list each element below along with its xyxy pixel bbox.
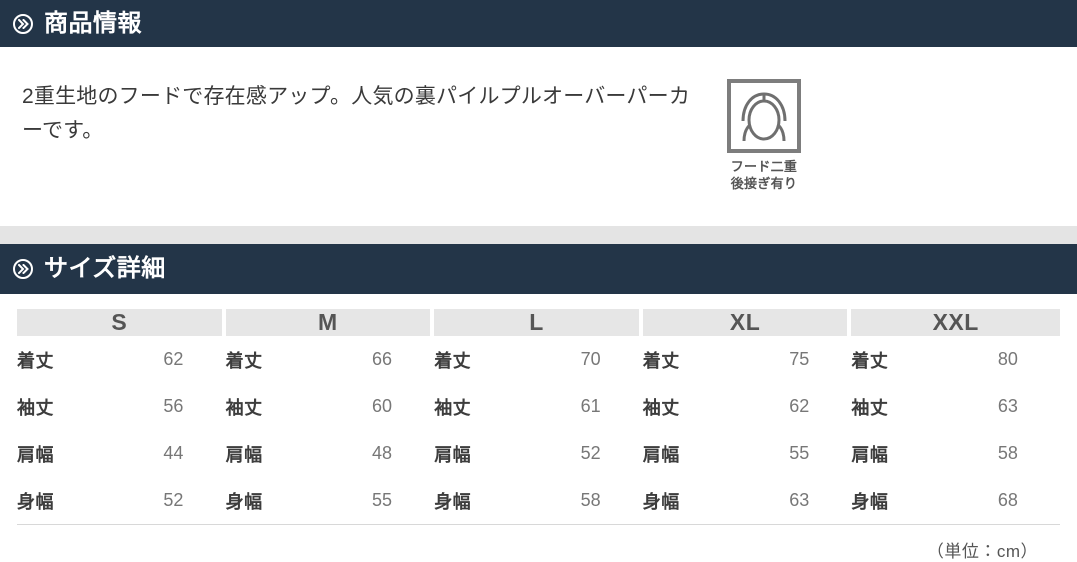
size-detail-title: サイズ詳細: [44, 255, 166, 282]
measure-value: 48: [372, 443, 393, 463]
size-table-header-row: S M L XL XXL: [17, 309, 1060, 336]
hood-double-layer-icon: [727, 79, 801, 153]
measure-value: 55: [329, 477, 435, 525]
chevron-double-right-icon: [13, 13, 33, 34]
measure-label: 袖丈: [434, 397, 472, 418]
product-description: 2重生地のフードで存在感アップ。人気の裏パイルプルオーバーパーカーです。: [22, 85, 691, 143]
chevron-double-right-icon: [13, 259, 33, 279]
size-column-header-s: S: [17, 309, 226, 336]
measure-value: 62: [789, 396, 810, 416]
measure-label: 肩幅: [17, 444, 54, 465]
measure-label: 着丈: [851, 350, 889, 371]
measure-label: 肩幅: [851, 444, 889, 465]
measure-label: 身幅: [642, 477, 748, 525]
size-column-header-xl: XL: [642, 309, 852, 336]
measure-value: 66: [372, 349, 393, 369]
measure-label: 肩幅: [642, 444, 680, 465]
size-column-header-m: M: [225, 309, 435, 336]
measure-value: 63: [747, 477, 852, 525]
measure-value: 62: [163, 349, 184, 369]
size-table-container: S M L XL XXL 着丈 62 着丈 66 着丈 70 着丈 75 着丈 80 袖丈 56 袖丈 60 袖丈 6…: [0, 294, 1077, 562]
measure-label: 袖丈: [225, 397, 263, 418]
size-detail-header: サイズ詳細: [0, 244, 1077, 294]
measure-value: 68: [955, 477, 1060, 525]
hood-badge-caption-line1: フード二重: [730, 159, 798, 174]
measure-value: 44: [163, 443, 184, 463]
measure-value: 75: [789, 349, 810, 369]
product-info-header: 商品情報: [0, 0, 1077, 47]
measure-label: 袖丈: [17, 397, 54, 418]
size-column-header-l: L: [434, 309, 643, 336]
size-table-row: 肩幅 44 肩幅 48 肩幅 52 肩幅 55 肩幅 58: [17, 430, 1060, 477]
measure-value: 80: [997, 349, 1018, 369]
size-table-row: 着丈 62 着丈 66 着丈 70 着丈 75 着丈 80: [17, 336, 1060, 383]
measure-label: 身幅: [17, 477, 122, 525]
measure-label: 着丈: [225, 350, 263, 371]
measure-value: 58: [997, 443, 1018, 463]
size-table-row: 身幅 52 身幅 55 身幅 58 身幅 63 身幅 68: [17, 477, 1060, 525]
measure-label: 着丈: [17, 350, 54, 371]
size-column-header-xxl: XXL: [851, 309, 1060, 336]
measure-label: 袖丈: [851, 397, 889, 418]
measure-label: 着丈: [434, 350, 472, 371]
measure-value: 60: [372, 396, 393, 416]
measure-label: 肩幅: [434, 444, 472, 465]
hood-feature-badge: フード二重 後接ぎ有り: [714, 79, 814, 192]
hood-badge-caption-line2: 後接ぎ有り: [730, 176, 798, 192]
measure-value: 61: [580, 396, 601, 416]
measure-value: 70: [580, 349, 601, 369]
hood-badge-caption: フード二重 後接ぎ有り: [731, 158, 798, 192]
measure-value: 56: [163, 396, 184, 416]
product-info-title: 商品情報: [44, 9, 142, 37]
product-info-body: 2重生地のフードで存在感アップ。人気の裏パイルプルオーバーパーカーです。 フード…: [0, 47, 1077, 226]
section-divider: [0, 226, 1077, 244]
measure-value: 52: [121, 477, 226, 525]
size-table: S M L XL XXL 着丈 62 着丈 66 着丈 70 着丈 75 着丈 80 袖丈 56 袖丈 60 袖丈 6…: [17, 309, 1060, 525]
measure-label: 袖丈: [642, 397, 680, 418]
measure-label: 身幅: [434, 477, 539, 525]
size-table-row: 袖丈 56 袖丈 60 袖丈 61 袖丈 62 袖丈 63: [17, 383, 1060, 430]
measure-value: 55: [789, 443, 810, 463]
measure-label: 身幅: [225, 477, 330, 525]
measure-label: 肩幅: [225, 444, 263, 465]
measure-value: 58: [538, 477, 643, 525]
measure-value: 52: [580, 443, 601, 463]
measure-value: 63: [997, 396, 1018, 416]
measure-label: 着丈: [642, 350, 680, 371]
measure-label: 身幅: [851, 477, 956, 525]
